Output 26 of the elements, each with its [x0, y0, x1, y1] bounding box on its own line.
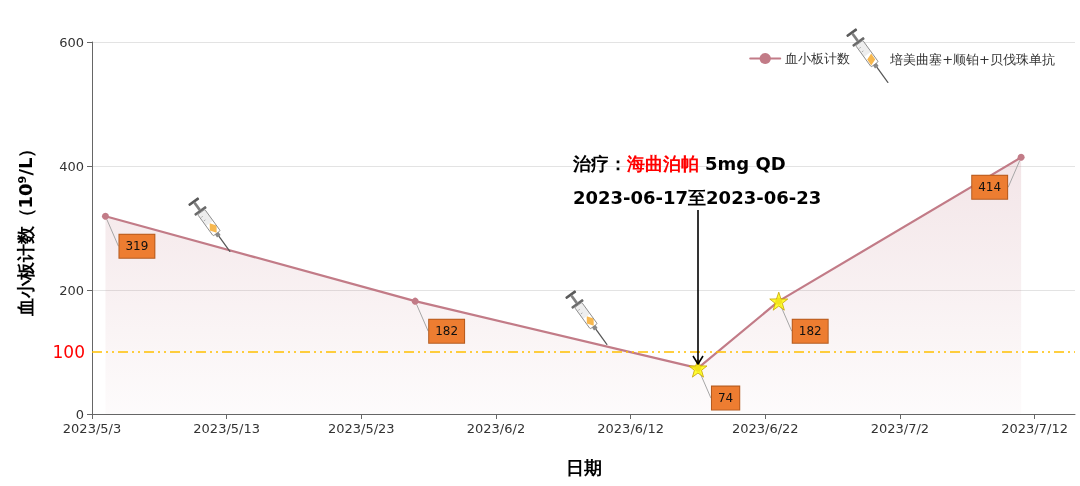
annotation: 海曲泊帕 — [625, 152, 699, 174]
x-tick-label: 2023/7/12 — [1001, 421, 1068, 436]
y-tick-label: 600 — [59, 34, 84, 50]
y-tick-label: 200 — [59, 282, 84, 298]
x-tick-label: 2023/6/2 — [466, 421, 526, 436]
annotation: 2023-06-17至2023-06-23 — [572, 186, 822, 208]
legend-label: 血小板计数 — [785, 51, 851, 66]
y-tick-label: 0 — [75, 406, 84, 422]
ref-line-label: 100 — [52, 342, 85, 362]
x-tick-label: 2023/5/23 — [327, 421, 395, 436]
x-axis-title: 日期 — [565, 456, 602, 478]
x-tick-label: 2023/7/2 — [870, 421, 930, 436]
data-label: 182 — [798, 324, 822, 339]
annotation: 5mg QD — [704, 152, 786, 174]
annotation: 治疗： — [571, 152, 627, 174]
x-tick-label: 2023/5/3 — [62, 421, 122, 436]
data-label: 74 — [717, 391, 734, 406]
legend-label: 培美曲塞+顺铂+贝伐珠单抗 — [889, 52, 1056, 67]
data-label: 319 — [125, 239, 149, 254]
data-label: 182 — [435, 324, 459, 339]
x-tick-label: 2023/6/12 — [597, 421, 664, 436]
x-tick-label: 2023/6/22 — [731, 421, 799, 436]
y-axis-title: 血小板计数（10⁹/L） — [14, 139, 36, 318]
y-tick-label: 400 — [59, 158, 84, 174]
x-tick-label: 2023/5/13 — [193, 421, 260, 436]
data-label: 414 — [978, 180, 1002, 195]
